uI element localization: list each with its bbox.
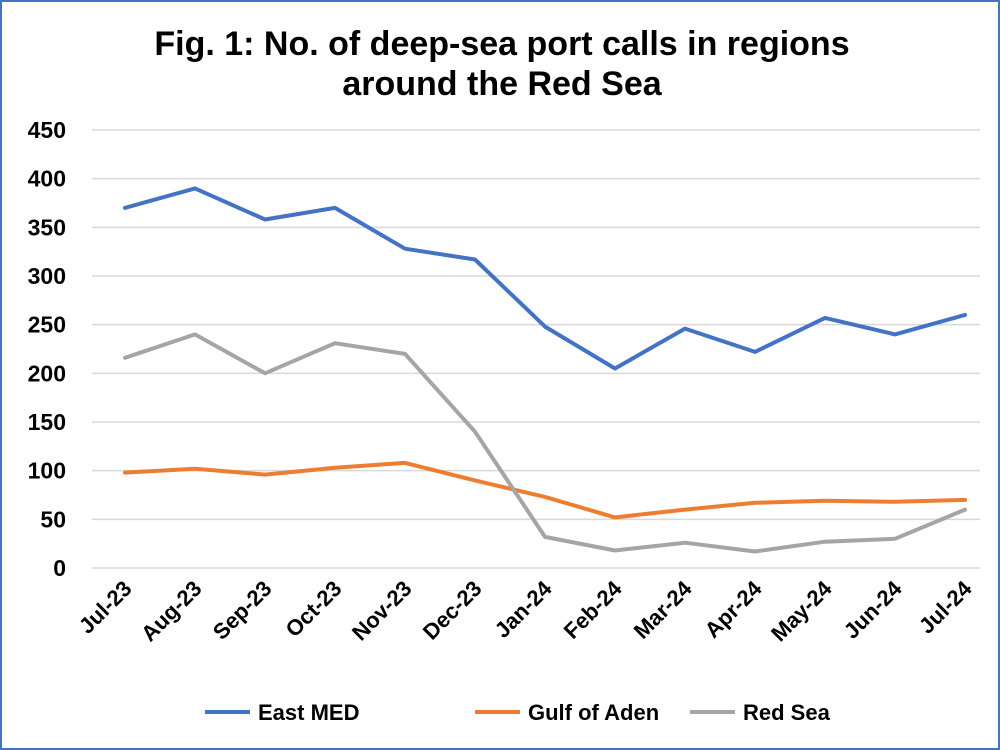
y-tick-label: 50 — [40, 506, 66, 532]
y-tick-label: 250 — [28, 312, 66, 338]
legend-label: East MED — [258, 700, 359, 725]
x-axis-ticks: Jul-23 Aug-23 Sep-23 Oct-23 Nov-23 Dec-23 Jan-… — [74, 575, 977, 646]
x-tick-label: Oct-23 — [280, 576, 346, 642]
series-line-red-sea — [123, 332, 967, 554]
x-tick-label: Jan-24 — [490, 575, 558, 643]
y-tick-label: 200 — [28, 360, 66, 386]
y-tick-label: 100 — [28, 458, 66, 484]
x-tick-label: Jul-24 — [914, 575, 977, 638]
y-tick-label: 0 — [53, 555, 66, 581]
x-tick-label: Apr-24 — [700, 575, 767, 642]
y-tick-label: 450 — [28, 117, 66, 143]
legend-label: Red Sea — [743, 700, 831, 725]
x-tick-label: Jun-24 — [839, 575, 907, 643]
y-tick-label: 350 — [28, 214, 66, 240]
x-tick-label: Jul-23 — [74, 576, 137, 639]
x-tick-label: Sep-23 — [208, 576, 277, 645]
chart-title-line-1: Fig. 1: No. of deep-sea port calls in re… — [154, 25, 850, 63]
y-axis-ticks: 0 50 100 150 200 250 300 350 400 450 — [28, 117, 66, 581]
x-tick-label: Dec-23 — [418, 576, 487, 645]
y-tick-label: 150 — [28, 409, 66, 435]
legend: East MED Gulf of Aden Red Sea — [205, 700, 831, 725]
legend-label: Gulf of Aden — [528, 700, 659, 725]
x-tick-label: May-24 — [766, 575, 837, 646]
series-line-east-med — [123, 186, 967, 371]
y-tick-label: 400 — [28, 166, 66, 192]
y-tick-label: 300 — [28, 263, 66, 289]
chart-title: Fig. 1: No. of deep-sea port calls in re… — [2, 24, 1000, 104]
x-tick-label: Mar-24 — [629, 575, 697, 643]
x-tick-label: Feb-24 — [559, 575, 627, 643]
x-tick-label: Nov-23 — [347, 576, 417, 646]
chart-title-line-2: around the Red Sea — [342, 65, 662, 103]
series-line-gulf-of-aden — [123, 460, 967, 520]
x-tick-label: Aug-23 — [136, 576, 206, 646]
series-lines — [123, 186, 967, 554]
